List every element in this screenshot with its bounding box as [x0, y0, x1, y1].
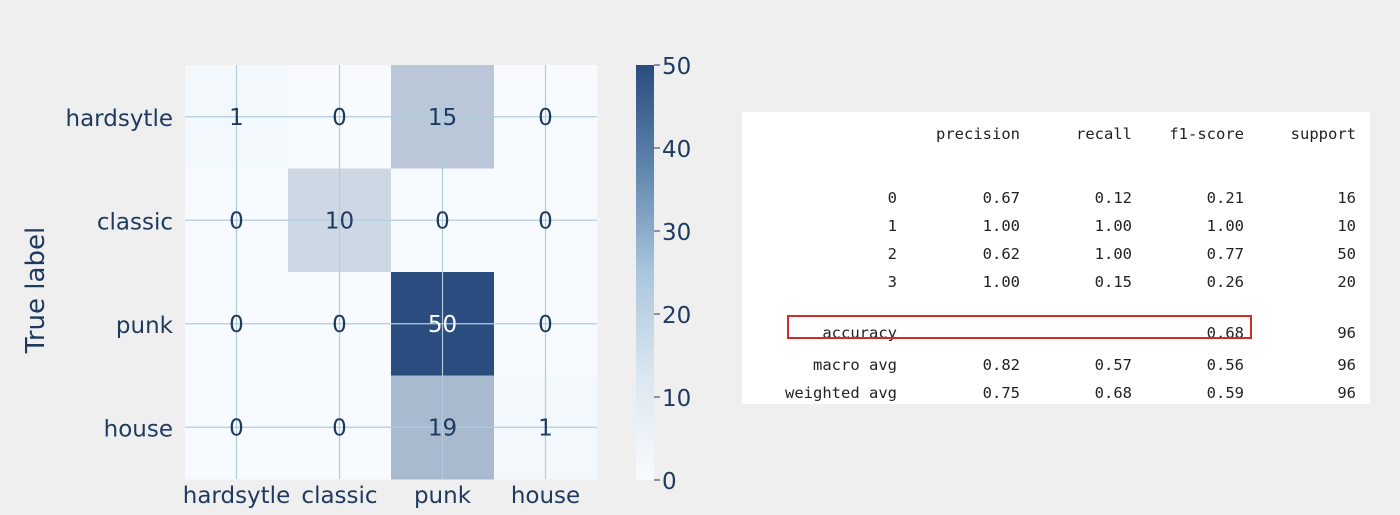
confusion-matrix-chart: 1 0 15 00 10 0 00 0 50 00 0 19 1 hardsytleclassicpun…: [21, 54, 691, 509]
row-tick-label: hardsytle: [66, 106, 173, 132]
report-cell: 0.62: [982, 245, 1020, 263]
row-tick-label: classic: [97, 209, 173, 235]
report-cell: 0.59: [1206, 384, 1244, 402]
report-cell: 96: [1337, 384, 1356, 402]
report-cell: 1.00: [982, 217, 1020, 235]
cell-value: 0: [229, 312, 244, 338]
report-cell: 1.00: [982, 273, 1020, 291]
cell-value: 1: [538, 415, 553, 441]
report-cell: 0.68: [1094, 384, 1132, 402]
colorbar-tick-label: 0: [662, 469, 677, 495]
cell-value: 10: [325, 208, 354, 234]
report-cell: 0.26: [1206, 273, 1244, 291]
report-cell: 0.56: [1206, 356, 1244, 374]
report-cell: 1.00: [1094, 217, 1132, 235]
cell-value: 0: [435, 208, 450, 234]
cell-value: 0: [332, 415, 347, 441]
report-cell: 20: [1337, 273, 1356, 291]
report-cell: 0.75: [982, 384, 1020, 402]
cell-value: 0: [332, 105, 347, 131]
report-column-header: precision: [936, 125, 1020, 143]
report-cell: 96: [1337, 356, 1356, 374]
report-cell: 0.82: [982, 356, 1020, 374]
cell-value: 1: [229, 105, 244, 131]
cell-value: 15: [428, 105, 457, 131]
report-row-label: 2: [887, 245, 897, 263]
colorbar-tick-label: 50: [662, 54, 691, 80]
report-column-header: recall: [1076, 125, 1132, 143]
report-cell: 0.12: [1094, 189, 1132, 207]
report-cell: 50: [1337, 245, 1356, 263]
row-tick-label: house: [104, 416, 173, 442]
cell-value: 0: [332, 312, 347, 338]
report-cell: 0.57: [1094, 356, 1132, 374]
report-column-header: f1-score: [1169, 125, 1244, 143]
report-row-label: 3: [887, 273, 897, 291]
report-cell: 96: [1337, 324, 1356, 342]
accuracy-highlight-box: [787, 315, 1252, 339]
report-cell: 10: [1337, 217, 1356, 235]
column-tick-label: hardsytle: [183, 483, 290, 509]
colorbar-tick-label: 30: [662, 220, 691, 246]
report-column-header: support: [1290, 125, 1356, 143]
colorbar-tick-label: 10: [662, 386, 691, 412]
cell-value: 0: [229, 415, 244, 441]
report-cell: 0.67: [982, 189, 1020, 207]
cell-value: 0: [538, 105, 553, 131]
report-cell: 0.15: [1094, 273, 1132, 291]
y-axis-label: True label: [21, 227, 51, 354]
report-cell: 16: [1337, 189, 1356, 207]
report-cell: 1.00: [1206, 217, 1244, 235]
classification-report: precision recall f1-score support 0 0.67 0.12…: [742, 112, 1370, 404]
report-row-label: macro avg: [813, 356, 897, 374]
cell-value: 0: [538, 208, 553, 234]
column-tick-label: classic: [301, 483, 377, 509]
column-tick-label: punk: [414, 483, 472, 509]
report-row-label: 0: [887, 189, 897, 207]
report-cell: 1.00: [1094, 245, 1132, 263]
colorbar-tick-label: 40: [662, 137, 691, 163]
cell-value: 0: [229, 208, 244, 234]
colorbar: [636, 65, 654, 480]
cell-value: 50: [428, 312, 457, 338]
colorbar-tick-label: 20: [662, 303, 691, 329]
row-tick-label: punk: [116, 313, 174, 339]
cell-value: 19: [428, 415, 457, 441]
report-cell: 0.77: [1206, 245, 1244, 263]
report-row-label: weighted avg: [785, 384, 897, 402]
cell-value: 0: [538, 312, 553, 338]
column-tick-label: house: [511, 483, 580, 509]
report-row-label: 1: [887, 217, 897, 235]
report-cell: 0.21: [1206, 189, 1244, 207]
